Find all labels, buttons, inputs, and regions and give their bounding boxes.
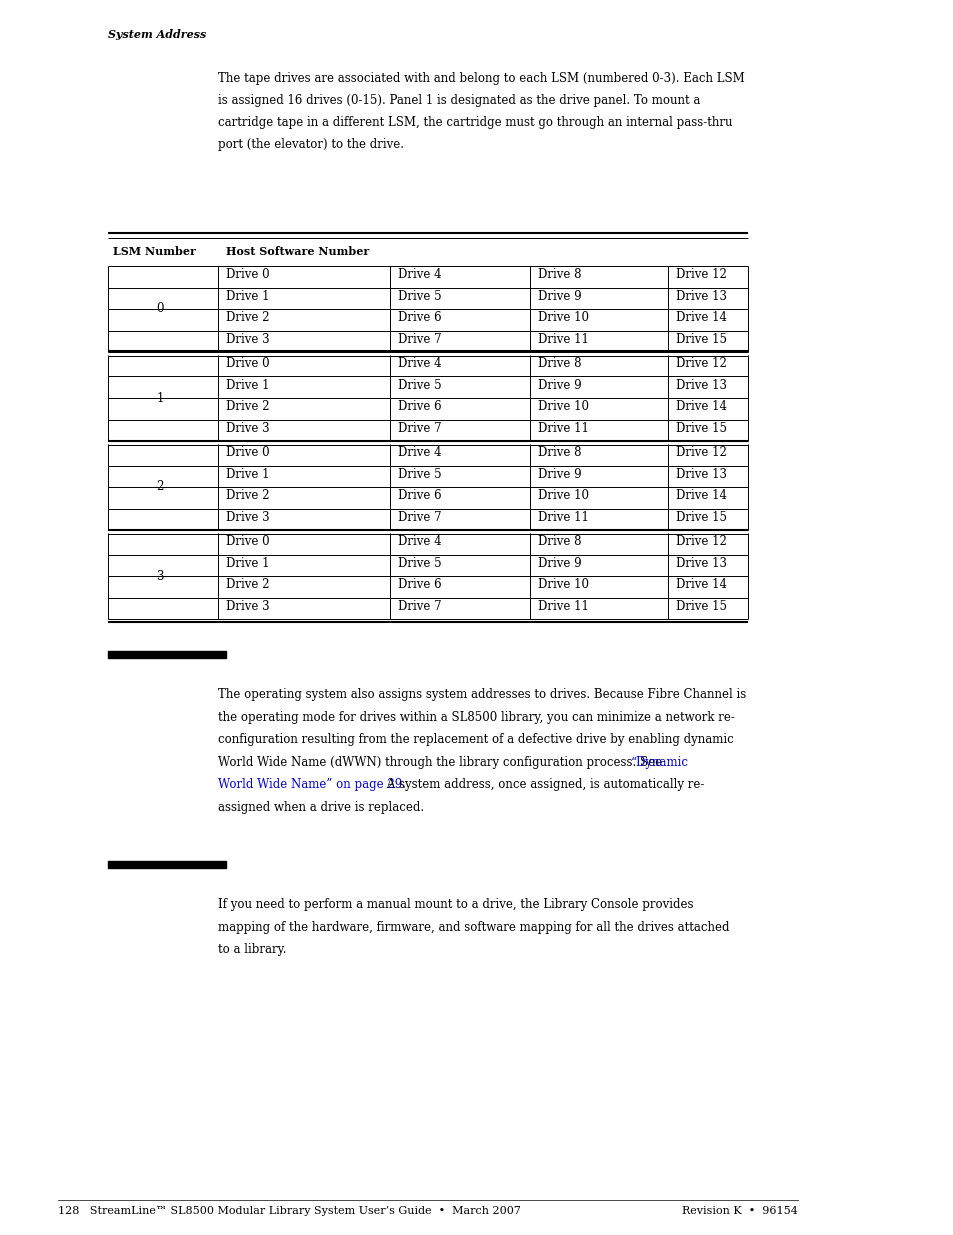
Text: The tape drives are associated with and belong to each LSM (numbered 0-3). Each : The tape drives are associated with and …: [218, 72, 744, 85]
Text: Drive 11: Drive 11: [537, 422, 588, 435]
Text: Drive 11: Drive 11: [537, 333, 588, 346]
Text: Drive 4: Drive 4: [397, 268, 441, 282]
Text: Drive 15: Drive 15: [676, 600, 726, 613]
Text: If you need to perform a manual mount to a drive, the Library Console provides: If you need to perform a manual mount to…: [218, 898, 693, 911]
Text: Drive 6: Drive 6: [397, 578, 441, 592]
Text: Drive 1: Drive 1: [226, 557, 269, 571]
Text: Drive 10: Drive 10: [537, 578, 588, 592]
Text: Drive 12: Drive 12: [676, 357, 726, 370]
Text: is assigned 16 drives (0-15). Panel 1 is designated as the drive panel. To mount: is assigned 16 drives (0-15). Panel 1 is…: [218, 94, 700, 107]
Text: Drive 10: Drive 10: [537, 400, 588, 414]
Text: Drive 1: Drive 1: [226, 290, 269, 303]
Text: System Address: System Address: [108, 28, 206, 40]
Text: Drive 8: Drive 8: [537, 357, 581, 370]
Text: Drive 9: Drive 9: [537, 557, 581, 571]
Text: The operating system also assigns system addresses to drives. Because Fibre Chan: The operating system also assigns system…: [218, 688, 745, 701]
Text: Drive 7: Drive 7: [397, 511, 441, 524]
Text: Drive 10: Drive 10: [537, 311, 588, 325]
Text: Drive 9: Drive 9: [537, 468, 581, 480]
Text: to a library.: to a library.: [218, 944, 286, 956]
Text: LSM Number: LSM Number: [112, 246, 195, 257]
Text: Drive 2: Drive 2: [226, 400, 269, 414]
Text: Drive 5: Drive 5: [397, 468, 441, 480]
Text: Drive 0: Drive 0: [226, 357, 270, 370]
Text: Drive 11: Drive 11: [537, 511, 588, 524]
Text: Drive 5: Drive 5: [397, 379, 441, 391]
Text: Drive 8: Drive 8: [537, 447, 581, 459]
Text: Drive 5: Drive 5: [397, 290, 441, 303]
Text: World Wide Name (dWWN) through the library configuration process. See: World Wide Name (dWWN) through the libra…: [218, 756, 665, 768]
Text: Drive 9: Drive 9: [537, 290, 581, 303]
Text: Drive 9: Drive 9: [537, 379, 581, 391]
Text: Drive 3: Drive 3: [226, 600, 270, 613]
Text: Drive 4: Drive 4: [397, 536, 441, 548]
Text: Drive 15: Drive 15: [676, 422, 726, 435]
Text: 2: 2: [156, 480, 164, 494]
Text: Drive 3: Drive 3: [226, 511, 270, 524]
Text: Revision K  •  96154: Revision K • 96154: [681, 1207, 797, 1216]
Text: Drive 11: Drive 11: [537, 600, 588, 613]
Text: Host Software Number: Host Software Number: [226, 246, 369, 257]
Text: Drive 1: Drive 1: [226, 468, 269, 480]
Text: A system address, once assigned, is automatically re-: A system address, once assigned, is auto…: [383, 778, 704, 790]
Text: 128   StreamLine™ SL8500 Modular Library System User’s Guide  •  March 2007: 128 StreamLine™ SL8500 Modular Library S…: [58, 1207, 520, 1216]
Text: Drive 14: Drive 14: [676, 578, 726, 592]
Text: “Dynamic: “Dynamic: [631, 756, 688, 768]
Text: Drive 0: Drive 0: [226, 268, 270, 282]
Text: Drive 2: Drive 2: [226, 311, 269, 325]
Text: 0: 0: [156, 303, 164, 315]
Text: Drive 2: Drive 2: [226, 578, 269, 592]
Text: Drive 15: Drive 15: [676, 511, 726, 524]
Text: mapping of the hardware, firmware, and software mapping for all the drives attac: mapping of the hardware, firmware, and s…: [218, 920, 729, 934]
Text: Drive 13: Drive 13: [676, 468, 726, 480]
Text: Drive 1: Drive 1: [226, 379, 269, 391]
Text: Drive 13: Drive 13: [676, 290, 726, 303]
Text: 3: 3: [156, 569, 164, 583]
Text: World Wide Name” on page 29.: World Wide Name” on page 29.: [218, 778, 406, 790]
Text: Drive 15: Drive 15: [676, 333, 726, 346]
Text: Drive 6: Drive 6: [397, 489, 441, 503]
Text: 1: 1: [156, 391, 164, 405]
Text: Drive 6: Drive 6: [397, 311, 441, 325]
Text: Drive 4: Drive 4: [397, 447, 441, 459]
Text: assigned when a drive is replaced.: assigned when a drive is replaced.: [218, 800, 424, 814]
Text: Drive 14: Drive 14: [676, 311, 726, 325]
Text: Drive 12: Drive 12: [676, 268, 726, 282]
Text: Drive 7: Drive 7: [397, 600, 441, 613]
Text: Drive 13: Drive 13: [676, 379, 726, 391]
Text: Drive 7: Drive 7: [397, 422, 441, 435]
Text: Drive 7: Drive 7: [397, 333, 441, 346]
Text: Drive 12: Drive 12: [676, 447, 726, 459]
Text: Drive 3: Drive 3: [226, 333, 270, 346]
Text: Drive 8: Drive 8: [537, 536, 581, 548]
Text: cartridge tape in a different LSM, the cartridge must go through an internal pas: cartridge tape in a different LSM, the c…: [218, 116, 732, 128]
Text: Drive 14: Drive 14: [676, 489, 726, 503]
Text: Drive 5: Drive 5: [397, 557, 441, 571]
Text: Drive 0: Drive 0: [226, 536, 270, 548]
Text: Drive 14: Drive 14: [676, 400, 726, 414]
Text: Drive 10: Drive 10: [537, 489, 588, 503]
Text: Drive 0: Drive 0: [226, 447, 270, 459]
Text: Drive 2: Drive 2: [226, 489, 269, 503]
Text: Drive 8: Drive 8: [537, 268, 581, 282]
Text: Drive 6: Drive 6: [397, 400, 441, 414]
Text: Drive 12: Drive 12: [676, 536, 726, 548]
Text: configuration resulting from the replacement of a defective drive by enabling dy: configuration resulting from the replace…: [218, 734, 733, 746]
Text: Drive 3: Drive 3: [226, 422, 270, 435]
Text: port (the elevator) to the drive.: port (the elevator) to the drive.: [218, 138, 403, 151]
Text: Drive 13: Drive 13: [676, 557, 726, 571]
Text: the operating mode for drives within a SL8500 library, you can minimize a networ: the operating mode for drives within a S…: [218, 710, 734, 724]
Text: Drive 4: Drive 4: [397, 357, 441, 370]
